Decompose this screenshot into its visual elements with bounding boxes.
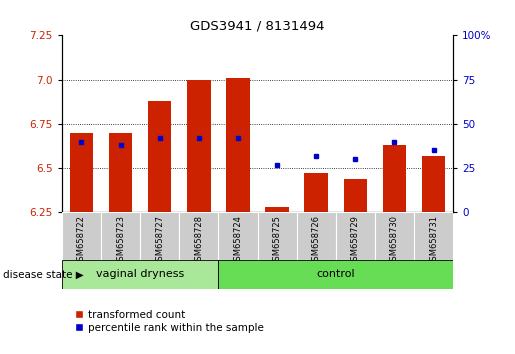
Text: control: control xyxy=(316,269,355,279)
Bar xyxy=(344,179,367,212)
Bar xyxy=(70,133,93,212)
Bar xyxy=(101,212,140,260)
Bar xyxy=(179,212,218,260)
Bar xyxy=(187,80,211,212)
Text: GSM658726: GSM658726 xyxy=(312,215,321,266)
Bar xyxy=(336,212,375,260)
Bar xyxy=(218,260,453,289)
Bar xyxy=(140,212,179,260)
Text: disease state ▶: disease state ▶ xyxy=(3,269,83,279)
Text: GSM658727: GSM658727 xyxy=(155,215,164,266)
Bar xyxy=(226,78,250,212)
Bar xyxy=(62,212,101,260)
Text: GSM658729: GSM658729 xyxy=(351,215,360,266)
Bar xyxy=(265,207,289,212)
Text: GSM658728: GSM658728 xyxy=(194,215,203,266)
Bar xyxy=(383,145,406,212)
Text: GSM658723: GSM658723 xyxy=(116,215,125,266)
Title: GDS3941 / 8131494: GDS3941 / 8131494 xyxy=(190,20,325,33)
Bar xyxy=(297,212,336,260)
Bar xyxy=(414,212,453,260)
Text: GSM658730: GSM658730 xyxy=(390,215,399,266)
Bar xyxy=(109,133,132,212)
Text: GSM658731: GSM658731 xyxy=(429,215,438,266)
Text: vaginal dryness: vaginal dryness xyxy=(96,269,184,279)
Bar xyxy=(148,101,171,212)
Bar xyxy=(375,212,414,260)
Bar xyxy=(422,156,445,212)
Text: GSM658724: GSM658724 xyxy=(233,215,243,266)
Text: GSM658725: GSM658725 xyxy=(272,215,282,266)
Bar xyxy=(218,212,258,260)
Legend: transformed count, percentile rank within the sample: transformed count, percentile rank withi… xyxy=(75,310,264,333)
Bar xyxy=(62,260,218,289)
Text: GSM658722: GSM658722 xyxy=(77,215,86,266)
Bar xyxy=(258,212,297,260)
Bar xyxy=(304,173,328,212)
